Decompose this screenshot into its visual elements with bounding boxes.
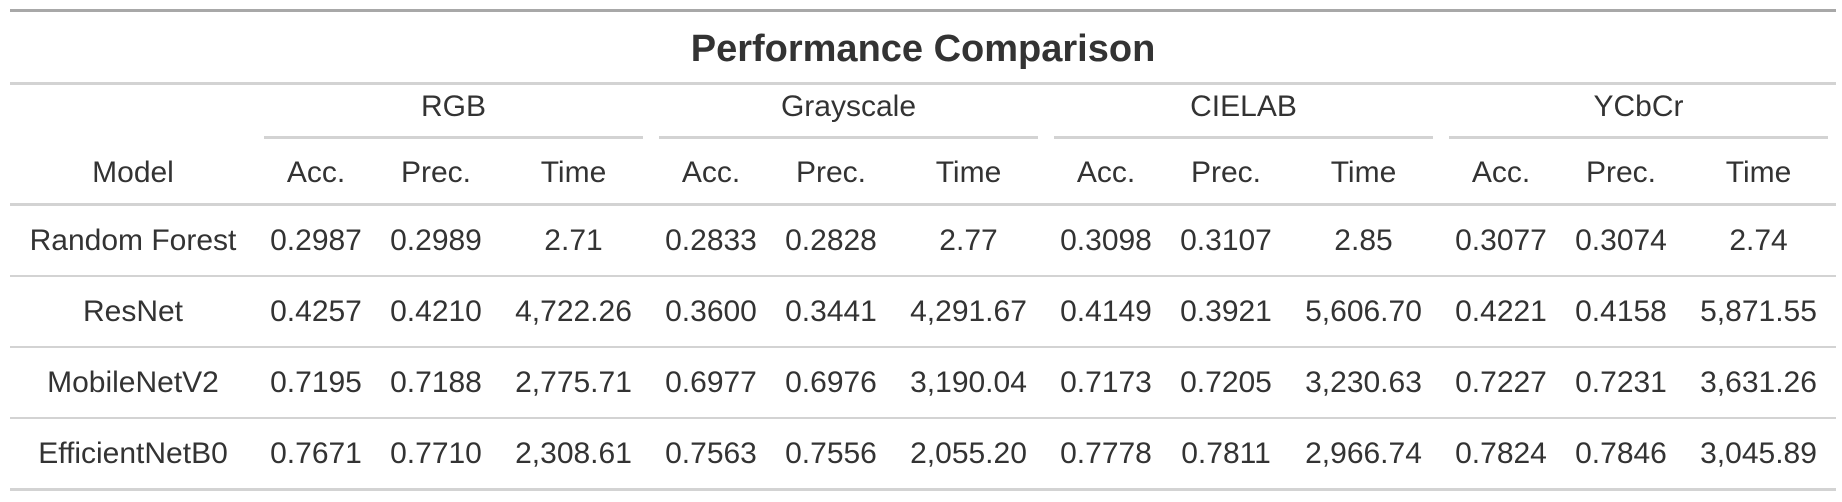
table-row: ResNet 0.4257 0.4210 4,722.26 0.3600 0.3… (10, 277, 1837, 348)
table-cell: 0.7824 (1455, 436, 1547, 470)
table-cell: 0.2828 (771, 206, 891, 277)
table-cell: 0.4257 (256, 277, 376, 348)
table-cell: 0.2989 (376, 206, 496, 277)
model-name-cell: Random Forest (10, 206, 256, 277)
group-header-ycbcr: YCbCr (1441, 85, 1836, 143)
table-cell: 0.7195 (256, 348, 376, 419)
table-cell: 2,966.74 (1305, 436, 1422, 470)
column-header: Acc. (651, 143, 771, 206)
table-cell: 0.4149 (1046, 277, 1166, 348)
table-cell: 2.77 (891, 206, 1046, 277)
table-cell: 3,190.04 (891, 348, 1046, 419)
group-header-rgb: RGB (256, 85, 651, 143)
table-cell: 0.4210 (376, 277, 496, 348)
group-label: CIELAB (1054, 90, 1433, 139)
table-cell: 0.7205 (1166, 348, 1286, 419)
table-cell: 0.7710 (390, 436, 482, 470)
table-cell: 2.85 (1286, 206, 1441, 277)
table-cell: 0.3441 (771, 277, 891, 348)
table-cell: 0.2987 (256, 206, 376, 277)
table-cell: 0.2833 (651, 206, 771, 277)
table-cell: 3,045.89 (1700, 436, 1817, 470)
column-header: Prec. (376, 143, 496, 206)
column-header: Prec. (771, 143, 891, 206)
table-cell: 0.7173 (1046, 348, 1166, 419)
table-cell: 0.6976 (771, 348, 891, 419)
column-header: Acc. (256, 143, 376, 206)
table-cell: 2,775.71 (496, 348, 651, 419)
table-cell: 3,631.26 (1681, 348, 1837, 419)
table-cell: 2.71 (496, 206, 651, 277)
table-cell: 0.7811 (1181, 436, 1271, 470)
table-row: Random Forest 0.2987 0.2989 2.71 0.2833 … (10, 206, 1837, 277)
table-cell: 3,230.63 (1286, 348, 1441, 419)
table-cell: 0.3107 (1166, 206, 1286, 277)
table-cell: 0.3077 (1441, 206, 1561, 277)
table-cell: 0.7563 (665, 436, 757, 470)
table-cell: 0.7778 (1060, 436, 1152, 470)
performance-comparison-table: Performance Comparison RGB Grayscale CIE… (10, 9, 1837, 491)
table-cell: 0.7227 (1441, 348, 1561, 419)
group-label: YCbCr (1449, 90, 1829, 139)
model-name-cell: MobileNetV2 (10, 348, 256, 419)
table-cell: 2,308.61 (515, 436, 632, 470)
column-header: Time (891, 143, 1046, 206)
performance-table-container: Performance Comparison RGB Grayscale CIE… (10, 9, 1837, 491)
table-cell: 0.7188 (376, 348, 496, 419)
table-cell: 0.4221 (1441, 277, 1561, 348)
table-cell: 0.7231 (1561, 348, 1681, 419)
table-cell: 5,871.55 (1681, 277, 1837, 348)
table-cell: 0.3098 (1046, 206, 1166, 277)
table-cell: 0.7671 (270, 436, 362, 470)
table-cell: 0.3600 (651, 277, 771, 348)
table-cell: 4,722.26 (496, 277, 651, 348)
column-header-row: Model Acc. Prec. Time Acc. Prec. Time Ac… (10, 143, 1837, 206)
group-label: Grayscale (659, 90, 1038, 139)
table-body: Random Forest 0.2987 0.2989 2.71 0.2833 … (10, 206, 1837, 488)
table-cell: 2.74 (1681, 206, 1837, 277)
table-title: Performance Comparison (10, 12, 1837, 85)
column-header: Prec. (1561, 143, 1681, 206)
group-spacer (10, 85, 256, 143)
table-cell: 0.6977 (651, 348, 771, 419)
model-name-cell: ResNet (10, 277, 256, 348)
table-title-row: Performance Comparison (10, 12, 1837, 85)
column-header: Acc. (1046, 143, 1166, 206)
column-group-row: RGB Grayscale CIELAB YCbCr (10, 85, 1836, 143)
model-name-cell: EfficientNetB0 (38, 436, 228, 470)
column-header: Acc. (1441, 143, 1561, 206)
column-header: Time (496, 143, 651, 206)
table-cell: 0.3921 (1166, 277, 1286, 348)
group-header-cielab: CIELAB (1046, 85, 1441, 143)
column-header: Time (1681, 143, 1837, 206)
table-cell: 5,606.70 (1286, 277, 1441, 348)
table-row: EfficientNetB0 0.7671 0.7710 2,308.61 0.… (10, 419, 1836, 488)
column-header: Time (1286, 143, 1441, 206)
group-label: RGB (264, 90, 643, 139)
table-cell: 0.4158 (1561, 277, 1681, 348)
group-header-grayscale: Grayscale (651, 85, 1046, 143)
table-cell: 4,291.67 (891, 277, 1046, 348)
table-cell: 0.7846 (1575, 436, 1667, 470)
table-cell: 0.3074 (1561, 206, 1681, 277)
table-cell: 0.7556 (785, 436, 877, 470)
column-header: Prec. (1166, 143, 1286, 206)
table-row: MobileNetV2 0.7195 0.7188 2,775.71 0.697… (10, 348, 1837, 419)
model-column-header: Model (10, 143, 256, 206)
table-cell: 2,055.20 (910, 436, 1027, 470)
